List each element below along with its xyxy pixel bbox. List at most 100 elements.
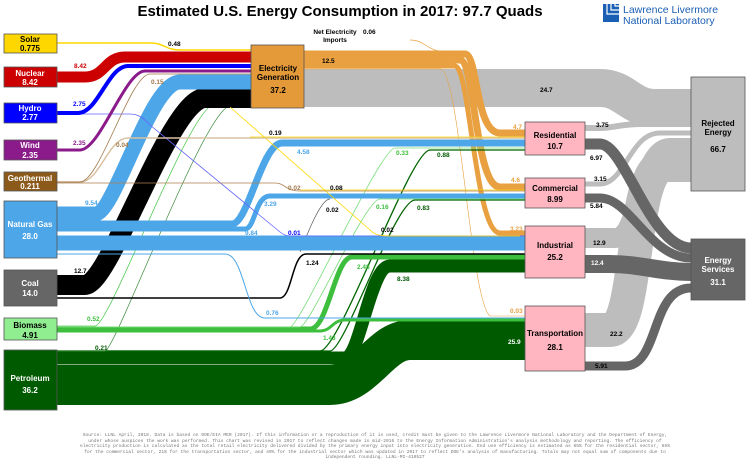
- label-pet-elec: 0.21: [95, 345, 108, 352]
- label-trans-rejected: 22.2: [610, 331, 623, 338]
- label-elec-trans: 0.03: [510, 308, 523, 315]
- label-trans-services: 5.91: [595, 363, 608, 370]
- flow-bio-trans: [57, 318, 525, 333]
- imports-value: 0.06: [363, 29, 376, 36]
- svg-text:28.0: 28.0: [22, 232, 38, 241]
- svg-text:Residential: Residential: [534, 131, 577, 140]
- flow-res-services: [585, 138, 692, 254]
- flow-coal-elec: [57, 88, 251, 295]
- svg-text:Hydro: Hydro: [18, 104, 41, 113]
- flow-ng-trans: [57, 253, 525, 319]
- flow-geo-com: [57, 182, 525, 192]
- svg-text:0.775: 0.775: [20, 44, 41, 53]
- label-coal-com: 0.02: [326, 207, 339, 214]
- flow-com-services: [585, 193, 692, 263]
- flow-elec-trans: [304, 68, 525, 317]
- label-bio-trans: 1.43: [323, 335, 336, 342]
- node-rejected-energy: Rejected Energy 66.7: [690, 76, 746, 192]
- sector-nodes: Residential 10.7 Commercial 8.99 Industria…: [524, 121, 586, 372]
- label-elec-res: 4.7: [513, 124, 522, 131]
- label-pet-ind: 8.38: [397, 276, 410, 283]
- output-flows: [304, 69, 692, 371]
- svg-text:8.99: 8.99: [547, 195, 563, 204]
- label-elec-ind: 3.23: [510, 226, 523, 233]
- node-transportation: Transportation 28.1: [524, 305, 586, 372]
- svg-text:Rejected: Rejected: [701, 119, 734, 128]
- node-natural-gas: Natural Gas 28.0: [3, 200, 58, 259]
- flow-elec-rejected: [304, 69, 691, 127]
- label-bio-elec: 0.52: [87, 316, 100, 323]
- label-res-rejected: 3.75: [596, 122, 609, 129]
- svg-text:Energy: Energy: [704, 256, 732, 265]
- label-ind-rejected: 12.9: [593, 240, 606, 247]
- svg-text:Industrial: Industrial: [537, 241, 573, 250]
- flow-solar-elec: [57, 42, 251, 51]
- label-coal-ind: 1.24: [306, 260, 319, 267]
- label-hydro-elec: 2.75: [73, 101, 86, 108]
- svg-text:37.2: 37.2: [270, 86, 286, 95]
- svg-text:Petroleum: Petroleum: [10, 374, 49, 383]
- label-nuclear-elec: 8.42: [74, 63, 87, 70]
- label-wind-elec: 2.35: [73, 140, 86, 147]
- label-bio-res: 0.33: [396, 150, 409, 157]
- flow-ng-com: [57, 193, 525, 232]
- svg-text:2.35: 2.35: [22, 151, 38, 160]
- label-ng-com: 3.29: [264, 201, 277, 208]
- flow-bio-com: [57, 198, 525, 328]
- svg-text:31.1: 31.1: [710, 278, 726, 287]
- label-coal-elec: 12.7: [74, 268, 87, 275]
- node-electricity-generation: Electricity Generation 37.2: [250, 44, 305, 109]
- svg-text:0.211: 0.211: [20, 182, 40, 191]
- flow-hydro-ind: [57, 113, 525, 237]
- flow-imports: [409, 39, 446, 53]
- label-solar-ind: 0.02: [381, 227, 394, 234]
- flow-ind-services: [585, 255, 692, 281]
- svg-text:Nuclear: Nuclear: [15, 69, 44, 78]
- svg-text:25.2: 25.2: [547, 253, 563, 262]
- flow-pet-ind: [57, 259, 525, 365]
- svg-text:66.7: 66.7: [710, 145, 726, 154]
- label-res-services: 6.97: [590, 155, 603, 162]
- flow-pet-trans: [57, 320, 525, 405]
- logo-line2: National Laboratory: [623, 15, 715, 27]
- flow-ng-elec: [57, 74, 251, 222]
- source-footnote: Source: LLNL April, 2018. Data is based …: [80, 433, 670, 461]
- node-residential: Residential 10.7: [524, 121, 586, 156]
- flow-coal-ind: [57, 253, 525, 299]
- label-elec-rejected: 24.7: [540, 87, 553, 94]
- svg-text:Geothermal: Geothermal: [8, 174, 52, 183]
- imports-label-line2: Imports: [323, 37, 347, 44]
- node-energy-services: Energy Services 31.1: [690, 238, 746, 301]
- flow-labels: 0.48 8.42 2.75 2.35 0.15 0.04 0.02 0.19 …: [73, 41, 623, 370]
- label-pet-com: 0.83: [417, 205, 430, 212]
- label-solar-elec: 0.48: [168, 41, 181, 48]
- flow-geo-elec: [57, 73, 251, 183]
- flow-hydro-elec: [57, 64, 251, 115]
- label-elec-com: 4.6: [511, 177, 520, 184]
- flow-elec-res: [304, 50, 525, 137]
- label-bio-com: 0.16: [376, 204, 389, 211]
- node-commercial: Commercial 8.99: [524, 177, 586, 209]
- label-solar-res: 0.19: [269, 130, 282, 137]
- imports-label-line1: Net Electricity: [313, 29, 357, 36]
- svg-text:28.1: 28.1: [547, 343, 563, 352]
- flow-trans-services: [585, 283, 692, 371]
- svg-text:Biomass: Biomass: [13, 321, 47, 330]
- label-hydro-ind: 0.01: [288, 230, 301, 237]
- svg-text:Energy: Energy: [704, 128, 732, 137]
- flow-nuclear-elec: [57, 51, 251, 83]
- svg-text:Solar: Solar: [20, 35, 40, 44]
- svg-text:8.42: 8.42: [22, 78, 38, 87]
- flow-res-rejected: [585, 121, 691, 131]
- svg-text:10.7: 10.7: [547, 142, 563, 151]
- svg-text:Services: Services: [702, 265, 735, 274]
- svg-text:Wind: Wind: [20, 141, 40, 150]
- label-pet-trans: 25.9: [508, 339, 521, 346]
- llnl-logo: Lawrence Livermore National Laboratory: [603, 4, 718, 27]
